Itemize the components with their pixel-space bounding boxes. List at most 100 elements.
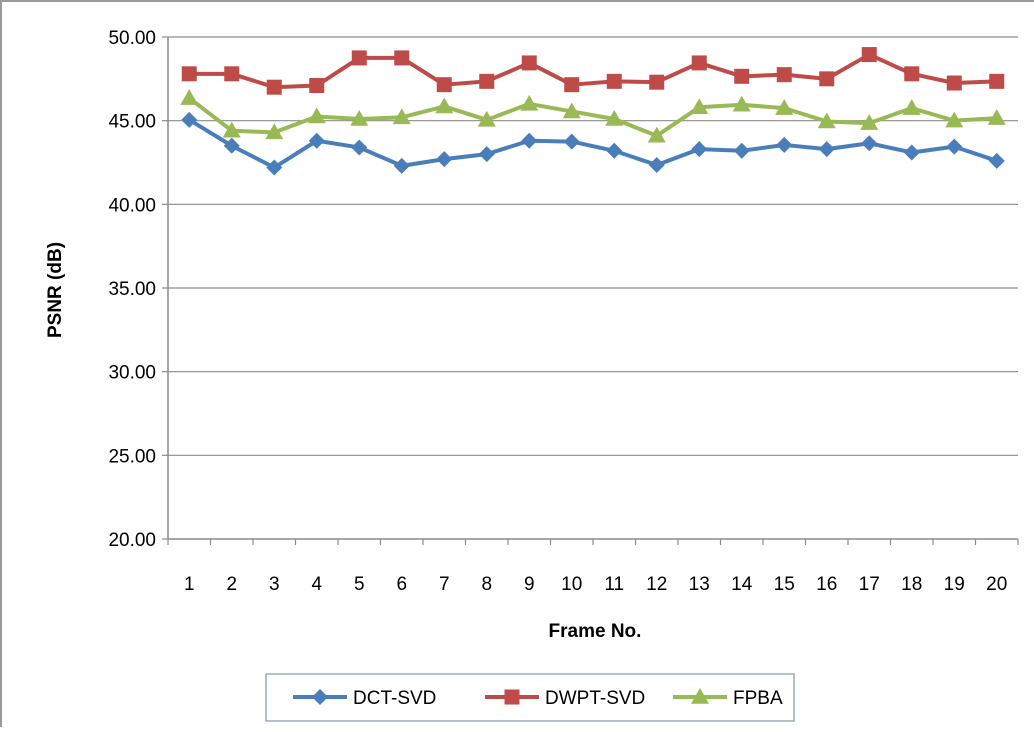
data-point bbox=[734, 68, 750, 84]
data-point bbox=[861, 135, 878, 152]
x-tick-label: 10 bbox=[561, 574, 582, 595]
data-point bbox=[690, 98, 709, 115]
data-point bbox=[775, 99, 794, 115]
data-point bbox=[392, 108, 411, 125]
x-tick-labels: 1 2 3 4 5 6 7 8 9 10 11 12 13 14 15 16 17 18 19 20 bbox=[184, 574, 1007, 595]
legend-label: DCT-SVD bbox=[353, 688, 436, 709]
data-point bbox=[180, 89, 199, 105]
x-tick-label: 6 bbox=[396, 574, 407, 595]
data-point bbox=[563, 133, 580, 150]
data-point bbox=[647, 126, 666, 143]
legend-marker bbox=[312, 689, 328, 705]
data-point bbox=[648, 157, 665, 174]
data-point bbox=[309, 78, 325, 94]
data-point bbox=[606, 73, 622, 89]
data-point bbox=[946, 138, 963, 155]
data-point bbox=[988, 152, 1005, 169]
data-point bbox=[819, 71, 835, 87]
legend-label: FPBA bbox=[733, 688, 783, 709]
data-point bbox=[732, 95, 751, 112]
data-point bbox=[946, 75, 962, 91]
x-tick-label: 9 bbox=[524, 574, 535, 595]
data-point bbox=[266, 159, 283, 176]
x-tick-label: 8 bbox=[481, 574, 492, 595]
data-point bbox=[307, 107, 326, 124]
data-point bbox=[521, 55, 537, 71]
x-tick-label: 20 bbox=[986, 574, 1007, 595]
legend-entry: DCT-SVD bbox=[293, 688, 436, 709]
data-point bbox=[860, 114, 879, 130]
y-tick-label: 30.00 bbox=[108, 363, 156, 384]
x-tick-label: 12 bbox=[646, 574, 667, 595]
series-layer bbox=[180, 47, 1006, 176]
series-fpba bbox=[180, 89, 1006, 143]
data-point bbox=[903, 144, 920, 161]
series-dct-svd bbox=[181, 111, 1005, 176]
data-point bbox=[351, 50, 367, 66]
data-point bbox=[478, 146, 495, 163]
y-axis-label: PSNR (dB) bbox=[45, 242, 66, 338]
series-line bbox=[188, 118, 998, 170]
legend-label: DWPT-SVD bbox=[545, 688, 645, 709]
data-point bbox=[350, 109, 369, 126]
legend-marker bbox=[691, 688, 709, 704]
data-point bbox=[733, 142, 750, 159]
x-tick-label: 16 bbox=[816, 574, 837, 595]
legend-entry: FPBA bbox=[673, 688, 783, 709]
legend: DCT-SVD DWPT-SVD FPBA bbox=[265, 673, 795, 722]
data-point bbox=[351, 139, 368, 156]
data-point bbox=[394, 50, 410, 66]
series-line bbox=[188, 96, 997, 138]
data-point bbox=[521, 132, 538, 149]
x-axis-label: Frame No. bbox=[549, 621, 642, 642]
data-point bbox=[987, 109, 1006, 125]
data-point bbox=[224, 66, 240, 82]
x-tick-label: 5 bbox=[354, 574, 365, 595]
legend-entry: DWPT-SVD bbox=[485, 688, 645, 709]
data-point bbox=[436, 151, 453, 168]
data-point bbox=[266, 79, 282, 95]
data-point bbox=[649, 74, 665, 90]
x-tick-label: 13 bbox=[689, 574, 710, 595]
data-point bbox=[436, 77, 452, 93]
data-point bbox=[435, 97, 454, 114]
x-tick-label: 17 bbox=[859, 574, 880, 595]
x-tick-label: 18 bbox=[901, 574, 922, 595]
y-tick-label: 35.00 bbox=[108, 279, 156, 300]
x-tick-label: 19 bbox=[944, 574, 965, 595]
y-tick-label: 20.00 bbox=[108, 530, 156, 551]
x-tick-label: 7 bbox=[439, 574, 450, 595]
x-tick-label: 3 bbox=[269, 574, 280, 595]
data-point bbox=[393, 157, 410, 174]
x-tick-label: 1 bbox=[184, 574, 195, 595]
data-point bbox=[691, 55, 707, 71]
y-tick-label: 40.00 bbox=[108, 195, 156, 216]
data-point bbox=[222, 121, 241, 138]
data-point bbox=[776, 67, 792, 83]
legend-marker bbox=[504, 689, 520, 705]
data-point bbox=[861, 47, 877, 63]
data-point bbox=[562, 102, 581, 119]
data-point bbox=[479, 73, 495, 89]
data-point bbox=[520, 94, 539, 111]
data-point bbox=[606, 142, 623, 159]
data-point bbox=[989, 73, 1005, 89]
series-dwpt-svd bbox=[181, 47, 1005, 95]
data-point bbox=[477, 110, 496, 127]
x-tick-label: 4 bbox=[311, 574, 322, 595]
data-point bbox=[817, 112, 836, 129]
data-point bbox=[691, 141, 708, 158]
data-point bbox=[605, 109, 624, 126]
data-point bbox=[818, 141, 835, 158]
data-point bbox=[945, 111, 964, 128]
x-tick-label: 2 bbox=[226, 574, 237, 595]
data-point bbox=[181, 111, 198, 128]
gridlines bbox=[162, 36, 1018, 540]
x-tick-label: 11 bbox=[604, 574, 624, 595]
data-point bbox=[902, 99, 921, 115]
data-point bbox=[564, 77, 580, 93]
y-tick-labels: 20.00 25.00 30.00 35.00 40.00 45.00 50.00 bbox=[108, 28, 156, 551]
data-point bbox=[904, 66, 920, 82]
